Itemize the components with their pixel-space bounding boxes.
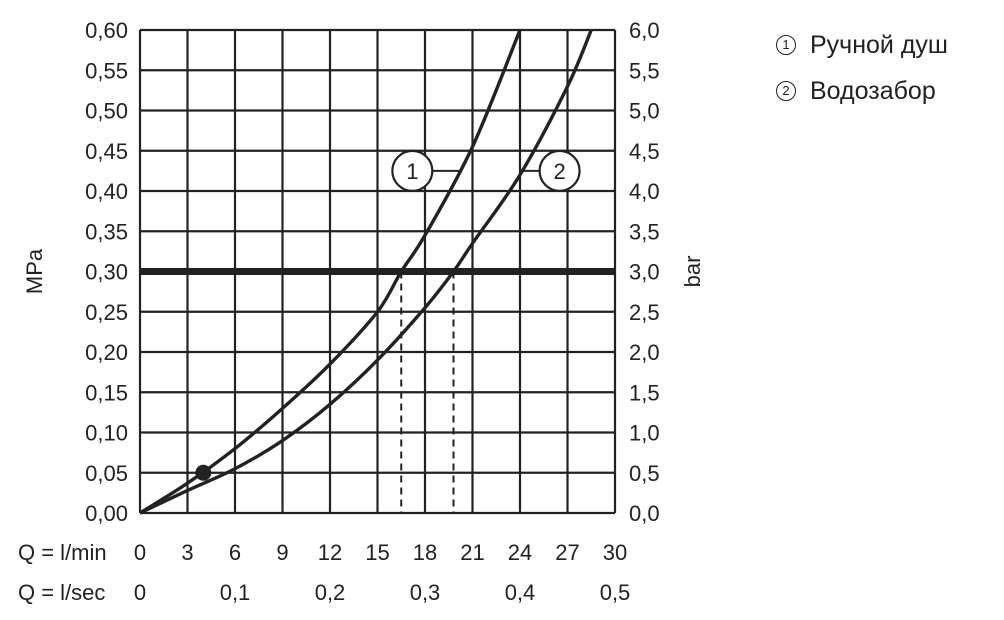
x-tick-label: 3 xyxy=(181,540,193,565)
x-tick-label: 30 xyxy=(603,540,627,565)
y-tick-label-left: 0,00 xyxy=(85,501,128,526)
legend-item-1: 1 Ручной душ xyxy=(776,22,948,68)
y-tick-label-right: 1,0 xyxy=(629,421,660,446)
x-tick-label: 18 xyxy=(413,540,437,565)
y-tick-label-right: 5,5 xyxy=(629,58,660,83)
legend-marker-1: 1 xyxy=(776,35,796,55)
series-label-circle xyxy=(391,149,434,192)
y-tick-label-right: 1,5 xyxy=(629,380,660,405)
y-tick-label-left: 0,30 xyxy=(85,260,128,285)
x-tick-label: 6 xyxy=(229,540,241,565)
x-tick-label: 27 xyxy=(555,540,579,565)
y-tick-label-left: 0,10 xyxy=(85,421,128,446)
y-tick-label-left: 0,60 xyxy=(85,18,128,43)
x-tick-label: 0,2 xyxy=(315,580,346,605)
y-tick-label-left: 0,25 xyxy=(85,300,128,325)
series-label-circle xyxy=(538,149,581,192)
y-tick-label-right: 2,0 xyxy=(629,340,660,365)
legend-label-2: Водозабор xyxy=(810,76,936,105)
x-tick-label: 0 xyxy=(134,540,146,565)
y-tick-label-right: 0,5 xyxy=(629,461,660,486)
y-tick-label-right: 4,5 xyxy=(629,139,660,164)
x-tick-label: 0,3 xyxy=(410,580,441,605)
y-tick-label-right: 3,0 xyxy=(629,260,660,285)
y-tick-label-left: 0,05 xyxy=(85,461,128,486)
y-tick-label-right: 3,5 xyxy=(629,219,660,244)
legend: 1 Ручной душ 2 Водозабор xyxy=(776,22,948,114)
y-tick-label-right: 5,0 xyxy=(629,99,660,124)
x-tick-label: 0,1 xyxy=(220,580,251,605)
legend-marker-2: 2 xyxy=(776,81,796,101)
y-tick-label-right: 6,0 xyxy=(629,18,660,43)
legend-item-2: 2 Водозабор xyxy=(776,68,948,114)
x-tick-label: 0,5 xyxy=(600,580,631,605)
y-tick-label-left: 0,35 xyxy=(85,219,128,244)
x-tick-label: 0 xyxy=(134,580,146,605)
y-axis-title-right: bar xyxy=(680,256,705,288)
x-tick-label: 24 xyxy=(508,540,532,565)
y-tick-label-left: 0,40 xyxy=(85,179,128,204)
y-tick-label-right: 4,0 xyxy=(629,179,660,204)
y-tick-label-left: 0,15 xyxy=(85,380,128,405)
x-tick-label: 9 xyxy=(276,540,288,565)
series-label-2: 2 xyxy=(553,159,565,184)
series-label-1: 1 xyxy=(406,159,418,184)
legend-label-1: Ручной душ xyxy=(810,30,948,59)
y-axis-title-left: MPa xyxy=(22,248,47,294)
series-line-1 xyxy=(139,29,522,515)
x-tick-label: 0,4 xyxy=(505,580,536,605)
x-axis-prefix: Q = l/min xyxy=(18,540,107,565)
marker-point xyxy=(195,464,212,481)
y-tick-label-left: 0,50 xyxy=(85,99,128,124)
y-tick-label-right: 0,0 xyxy=(629,501,660,526)
y-tick-label-left: 0,55 xyxy=(85,58,128,83)
y-tick-label-right: 2,5 xyxy=(629,300,660,325)
x-tick-label: 15 xyxy=(365,540,389,565)
y-tick-label-left: 0,20 xyxy=(85,340,128,365)
x-tick-label: 12 xyxy=(318,540,342,565)
x-axis-prefix: Q = l/sec xyxy=(18,580,105,605)
series-line-2 xyxy=(139,29,593,515)
y-tick-label-left: 0,45 xyxy=(85,139,128,164)
x-tick-label: 21 xyxy=(460,540,484,565)
